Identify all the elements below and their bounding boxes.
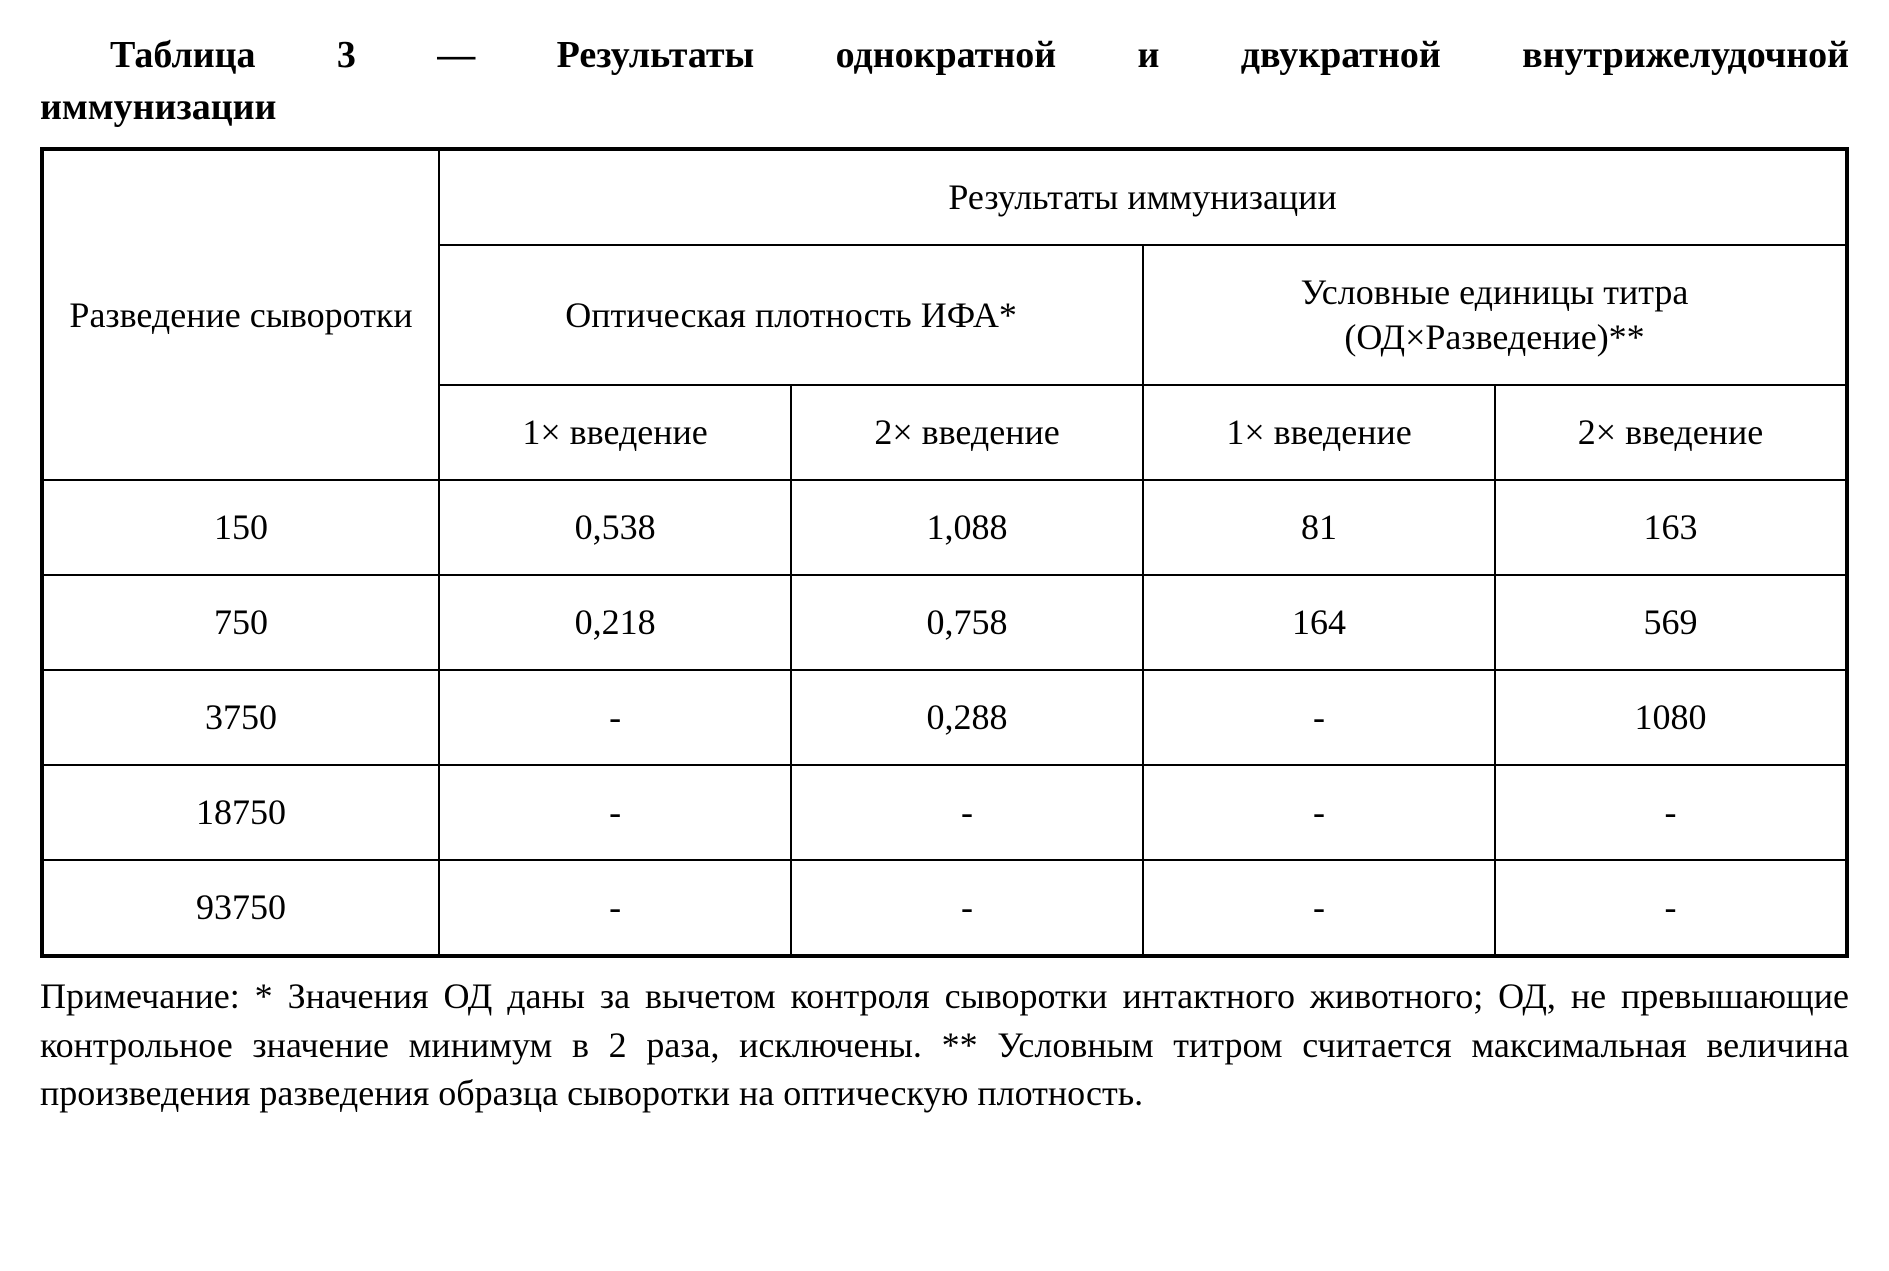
header-titer-2x: 2× введение (1495, 385, 1847, 480)
page: Таблица 3 — Результаты однократной и дву… (0, 0, 1889, 1194)
cell-t2: 163 (1495, 480, 1847, 575)
table-row: 93750 - - - - (42, 860, 1847, 956)
cell-t1: 81 (1143, 480, 1495, 575)
cell-od1: - (439, 765, 791, 860)
cell-od2: 0,288 (791, 670, 1143, 765)
header-row-1: Разведение сыворотки Результаты иммуниза… (42, 149, 1847, 245)
cell-od2: 1,088 (791, 480, 1143, 575)
cell-dilution: 18750 (42, 765, 439, 860)
table-caption-line2: иммунизации (40, 85, 1849, 129)
cell-od1: 0,218 (439, 575, 791, 670)
cell-t1: 164 (1143, 575, 1495, 670)
caption-word: двукратной (1241, 34, 1441, 76)
table-row: 18750 - - - - (42, 765, 1847, 860)
header-titer-1x: 1× введение (1143, 385, 1495, 480)
header-results: Результаты иммунизации (439, 149, 1847, 245)
table-body: 150 0,538 1,088 81 163 750 0,218 0,758 1… (42, 480, 1847, 956)
header-titer-units: Условные единицы титра (ОД×Разведение)** (1143, 245, 1847, 385)
cell-od2: - (791, 860, 1143, 956)
caption-word: однократной (836, 34, 1057, 76)
table-footnote: Примечание: * Значения ОД даны за вычето… (40, 972, 1849, 1118)
cell-dilution: 150 (42, 480, 439, 575)
table-row: 750 0,218 0,758 164 569 (42, 575, 1847, 670)
header-dilution: Разведение сыворотки (42, 149, 439, 480)
table-caption-line1: Таблица 3 — Результаты однократной и дву… (40, 30, 1849, 81)
cell-t2: 569 (1495, 575, 1847, 670)
cell-dilution: 750 (42, 575, 439, 670)
cell-dilution: 93750 (42, 860, 439, 956)
cell-t2: - (1495, 860, 1847, 956)
cell-t1: - (1143, 860, 1495, 956)
cell-od1: 0,538 (439, 480, 791, 575)
table-row: 150 0,538 1,088 81 163 (42, 480, 1847, 575)
cell-t2: - (1495, 765, 1847, 860)
cell-dilution: 3750 (42, 670, 439, 765)
table-row: 3750 - 0,288 - 1080 (42, 670, 1847, 765)
cell-t1: - (1143, 765, 1495, 860)
header-optical-density: Оптическая плотность ИФА* (439, 245, 1143, 385)
caption-prefix: Таблица 3 — Результаты (110, 34, 754, 76)
cell-t2: 1080 (1495, 670, 1847, 765)
results-table: Разведение сыворотки Результаты иммуниза… (40, 147, 1849, 958)
caption-word: и (1138, 34, 1160, 76)
cell-od2: - (791, 765, 1143, 860)
cell-od1: - (439, 860, 791, 956)
cell-od1: - (439, 670, 791, 765)
caption-word: внутрижелудочной (1522, 34, 1849, 76)
cell-t1: - (1143, 670, 1495, 765)
table-head: Разведение сыворотки Результаты иммуниза… (42, 149, 1847, 480)
header-od-1x: 1× введение (439, 385, 791, 480)
header-od-2x: 2× введение (791, 385, 1143, 480)
cell-od2: 0,758 (791, 575, 1143, 670)
